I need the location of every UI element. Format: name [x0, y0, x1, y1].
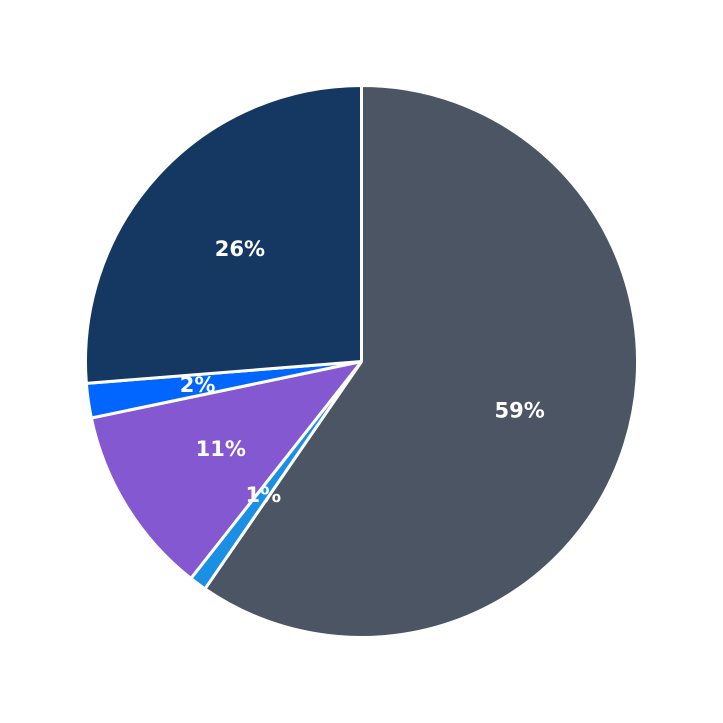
pie-slices [84, 84, 639, 639]
pie-labels: 59% 1% 11% 2% 26% [180, 237, 545, 507]
pie-slice-0 [203, 84, 639, 639]
pie-label-2: 11% [196, 437, 246, 461]
pie-label-0: 59% [494, 399, 544, 423]
pie-label-3: 2% [180, 373, 216, 397]
pie-label-4: 26% [215, 237, 265, 261]
pie-slice-4 [84, 84, 363, 385]
pie-label-1: 1% [245, 483, 281, 507]
pie-slice-2 [89, 360, 363, 580]
